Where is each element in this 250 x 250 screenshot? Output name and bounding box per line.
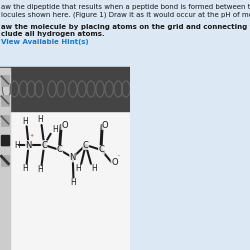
Bar: [0, 68, 130, 250]
Text: C: C: [57, 146, 63, 154]
Text: N: N: [26, 140, 32, 149]
Text: N: N: [70, 153, 76, 162]
Bar: [1, 95, 9, 106]
Bar: [1, 155, 9, 166]
Text: C: C: [83, 140, 89, 149]
Text: H: H: [22, 117, 28, 126]
Text: H: H: [52, 126, 58, 134]
Text: O: O: [102, 120, 108, 130]
Text: O: O: [61, 120, 68, 130]
Bar: [0, 0, 130, 70]
Text: H: H: [91, 164, 97, 173]
Bar: [0, 68, 10, 250]
Text: H: H: [37, 166, 43, 174]
Text: aw the dipeptide that results when a peptide bond is formed between the two glyc: aw the dipeptide that results when a pep…: [1, 4, 250, 10]
Bar: [1, 115, 9, 126]
Text: -: -: [118, 153, 120, 158]
Bar: [1, 75, 9, 86]
Text: H: H: [75, 164, 81, 173]
Bar: [1, 135, 9, 145]
Text: H: H: [37, 116, 43, 124]
Text: +: +: [30, 133, 34, 138]
Text: View Available Hint(s): View Available Hint(s): [1, 39, 89, 45]
Bar: [1, 135, 9, 146]
Text: C: C: [98, 146, 104, 154]
Text: locules shown here. (Figure 1) Draw it as it would occur at the pH of most body : locules shown here. (Figure 1) Draw it a…: [1, 11, 250, 18]
Bar: [0, 67, 130, 111]
Text: C: C: [41, 140, 47, 149]
Text: O: O: [111, 158, 118, 167]
Text: H: H: [22, 164, 28, 173]
Text: H: H: [14, 140, 20, 149]
Text: aw the molecule by placing atoms on the grid and connecting them with bond: aw the molecule by placing atoms on the …: [1, 24, 250, 30]
Text: clude all hydrogen atoms.: clude all hydrogen atoms.: [1, 31, 105, 37]
Text: H: H: [71, 178, 76, 187]
